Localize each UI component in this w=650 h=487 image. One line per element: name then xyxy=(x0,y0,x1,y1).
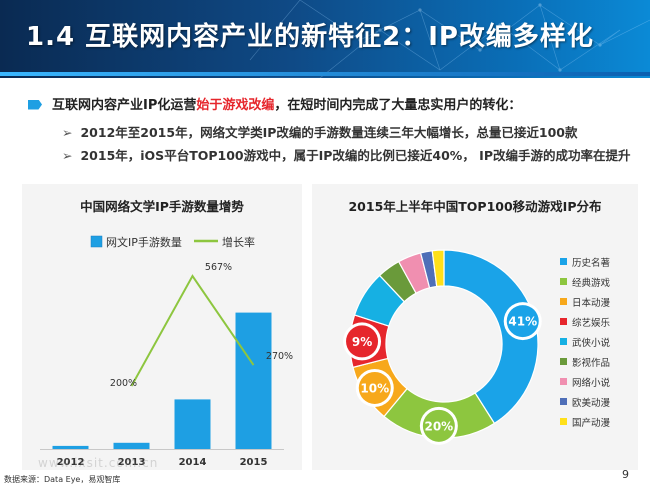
donut-slice xyxy=(431,249,445,288)
slide-header: 1.4 互联网内容产业的新特征2：IP改编多样化 xyxy=(0,0,650,78)
legend-label: 欧美动漫 xyxy=(572,397,611,409)
slice-data-label: 10% xyxy=(360,381,389,395)
donut-chart-title: 2015年上半年中国TOP100移动游戏IP分布 xyxy=(348,199,602,214)
donut-slice xyxy=(443,249,539,425)
legend-label: 日本动漫 xyxy=(572,297,611,309)
legend-label: 综艺娱乐 xyxy=(572,317,611,329)
bar-chart-panel: 中国网络文学IP手游数量增势 网文IP手游数量 增长率 2012 2013 2014 20… xyxy=(22,184,302,470)
slice-data-label: 9% xyxy=(352,335,372,349)
legend-label-bar: 网文IP手游数量 xyxy=(106,235,182,249)
legend-swatch xyxy=(560,338,567,345)
legend-swatch xyxy=(560,318,567,325)
source-note: 数据来源：Data Eye，易观智库 xyxy=(4,475,121,484)
watermark: www.ixsit.com.cn xyxy=(38,456,159,470)
main-point-suffix: ，在短时间内完成了大量忠实用户的转化： xyxy=(274,98,522,113)
x-tick-label: 2012 xyxy=(57,457,85,468)
sub-point: ➢ 2015年，iOS平台TOP100游戏中，属于IP改编的比例已接近40%， I… xyxy=(62,145,631,164)
sub-point-text: 2012年至2015年，网络文学类IP改编的手游数量连续三年大幅增长，总量已接近… xyxy=(80,125,578,140)
legend-swatch xyxy=(560,378,567,385)
sub-point: ➢ 2012年至2015年，网络文学类IP改编的手游数量连续三年大幅增长，总量已接… xyxy=(62,122,577,141)
legend-swatch xyxy=(560,358,567,365)
bar xyxy=(174,399,211,449)
legend-swatch xyxy=(560,258,567,265)
chevron-right-icon: ➢ xyxy=(62,125,73,140)
legend-label-line: 增长率 xyxy=(222,235,255,249)
legend-swatch xyxy=(560,278,567,285)
x-tick-label: 2014 xyxy=(179,457,207,468)
bar xyxy=(52,445,89,449)
legend-label: 影视作品 xyxy=(572,357,610,369)
arrow-marker-icon xyxy=(28,99,42,110)
bar xyxy=(113,442,150,449)
main-point-prefix: 互联网内容产业IP化运营 xyxy=(52,98,197,113)
legend-label: 经典游戏 xyxy=(572,277,611,289)
legend-label: 国产动漫 xyxy=(572,417,611,429)
page-number: 9 xyxy=(622,468,629,481)
slice-data-label: 20% xyxy=(424,419,453,433)
x-tick-label: 2013 xyxy=(118,457,146,468)
main-point-highlight: 始于游戏改编 xyxy=(196,98,275,113)
page-title: 1.4 互联网内容产业的新特征2：IP改编多样化 xyxy=(26,22,594,52)
donut-chart: 41% 20% 10% 9% 历史名著经典游戏日本动漫综艺娱乐武侠小说影视作品网络小说欧… xyxy=(343,249,611,445)
slice-label-badge-inner xyxy=(506,305,539,338)
bar-chart-title: 中国网络文学IP手游数量增势 xyxy=(80,199,244,214)
main-point: 互联网内容产业IP化运营始于游戏改编，在短时间内完成了大量忠实用户的转化： xyxy=(28,94,521,113)
bar xyxy=(235,312,272,449)
slice-data-label: 41% xyxy=(508,315,537,329)
header-mesh-decoration xyxy=(249,0,650,78)
bar-line-chart: 网文IP手游数量 增长率 2012 2013 2014 2015 200% 567% 270% xyxy=(40,235,293,468)
legend-swatch-bar xyxy=(90,235,103,248)
sub-point-text: 2015年，iOS平台TOP100游戏中，属于IP改编的比例已接近40%， IP… xyxy=(80,148,631,163)
legend-swatch xyxy=(560,398,567,405)
legend-swatch xyxy=(560,418,567,425)
growth-line xyxy=(130,274,255,387)
slice-label-badge-inner xyxy=(422,409,455,442)
chevron-right-icon: ➢ xyxy=(62,148,73,163)
legend-label: 网络小说 xyxy=(572,377,611,389)
donut-chart-panel: 2015年上半年中国TOP100移动游戏IP分布 41% 20% 10% 9% 历史名著… xyxy=(312,184,638,470)
legend-label: 武侠小说 xyxy=(572,337,611,349)
slice-label-badge-inner xyxy=(358,371,391,404)
line-data-label: 270% xyxy=(266,351,293,362)
chart-legend: 网文IP手游数量 增长率 xyxy=(90,235,255,249)
slice-label-badge-inner xyxy=(346,325,379,358)
legend-swatch xyxy=(560,298,567,305)
header-underline xyxy=(0,72,650,76)
line-data-label: 200% xyxy=(110,378,137,389)
x-tick-label: 2015 xyxy=(240,457,268,468)
legend-label: 历史名著 xyxy=(572,257,610,269)
line-data-label: 567% xyxy=(205,262,232,273)
